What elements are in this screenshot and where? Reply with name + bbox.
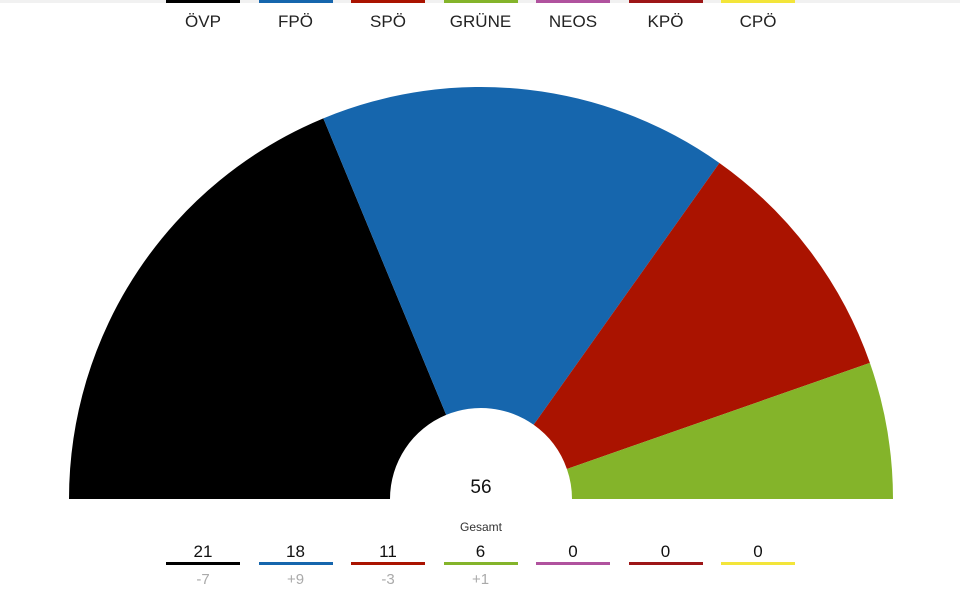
legend-swatch xyxy=(443,0,518,3)
result-cpoe: 0 xyxy=(721,541,795,589)
legend-item-gruene[interactable]: GRÜNE xyxy=(443,0,518,32)
legend-label: GRÜNE xyxy=(449,12,512,31)
result-swatch xyxy=(166,562,240,565)
chart-slices xyxy=(69,86,893,499)
total-label: Gesamt xyxy=(459,520,502,534)
results-row: 21 -7 18 +9 11 -3 6 +1 0 0 0 xyxy=(166,541,814,589)
legend-swatch xyxy=(258,0,333,3)
legend-swatch xyxy=(536,0,610,3)
result-kpoe: 0 xyxy=(628,541,703,589)
result-swatch xyxy=(628,562,703,565)
result-swatch xyxy=(258,562,333,565)
legend-label: ÖVP xyxy=(185,12,221,31)
result-oevp: 21 -7 xyxy=(166,541,240,589)
result-spoe: 11 -3 xyxy=(351,541,425,589)
result-seats: 0 xyxy=(753,542,763,561)
result-swatch xyxy=(721,562,795,565)
result-change: -7 xyxy=(196,571,210,588)
legend-label: KPÖ xyxy=(647,12,684,31)
result-change xyxy=(536,571,610,589)
legend-swatch xyxy=(721,0,795,3)
legend-item-kpoe[interactable]: KPÖ xyxy=(628,0,703,32)
result-change xyxy=(721,571,795,589)
result-change xyxy=(629,571,703,589)
legend-item-cpoe[interactable]: CPÖ xyxy=(721,0,795,32)
result-swatch xyxy=(443,562,518,565)
legend-label: CPÖ xyxy=(739,12,777,31)
legend-swatch xyxy=(166,0,240,3)
slice-övp[interactable] xyxy=(69,118,447,499)
legend-swatch xyxy=(351,0,425,3)
legend: ÖVP FPÖ SPÖ GRÜNE NEOS KPÖ CPÖ xyxy=(166,0,814,32)
slice-spö[interactable] xyxy=(533,162,870,469)
legend-item-oevp[interactable]: ÖVP xyxy=(166,0,240,32)
result-swatch xyxy=(351,562,425,565)
result-neos: 0 xyxy=(536,541,610,589)
result-change: +1 xyxy=(471,571,490,588)
legend-swatch xyxy=(628,0,703,3)
result-seats: 18 xyxy=(286,542,305,561)
legend-item-fpoe[interactable]: FPÖ xyxy=(258,0,333,32)
result-seats: 11 xyxy=(379,542,397,561)
legend-label: FPÖ xyxy=(278,12,313,31)
result-seats: 21 xyxy=(193,542,213,561)
result-fpoe: 18 +9 xyxy=(258,541,333,589)
legend-item-neos[interactable]: NEOS xyxy=(536,0,610,32)
result-gruene: 6 +1 xyxy=(443,541,518,589)
result-seats: 0 xyxy=(660,542,671,561)
total-seats: 56 xyxy=(470,477,492,498)
legend-item-spoe[interactable]: SPÖ xyxy=(351,0,425,32)
result-seats: 6 xyxy=(475,542,486,561)
legend-label: SPÖ xyxy=(370,12,406,31)
result-change: +9 xyxy=(286,571,305,588)
slice-grüne[interactable] xyxy=(566,362,893,499)
slice-fpö[interactable] xyxy=(323,86,720,425)
result-change: -3 xyxy=(381,571,395,588)
result-seats: 0 xyxy=(568,542,578,561)
result-swatch xyxy=(536,562,610,565)
legend-label: NEOS xyxy=(548,12,598,31)
